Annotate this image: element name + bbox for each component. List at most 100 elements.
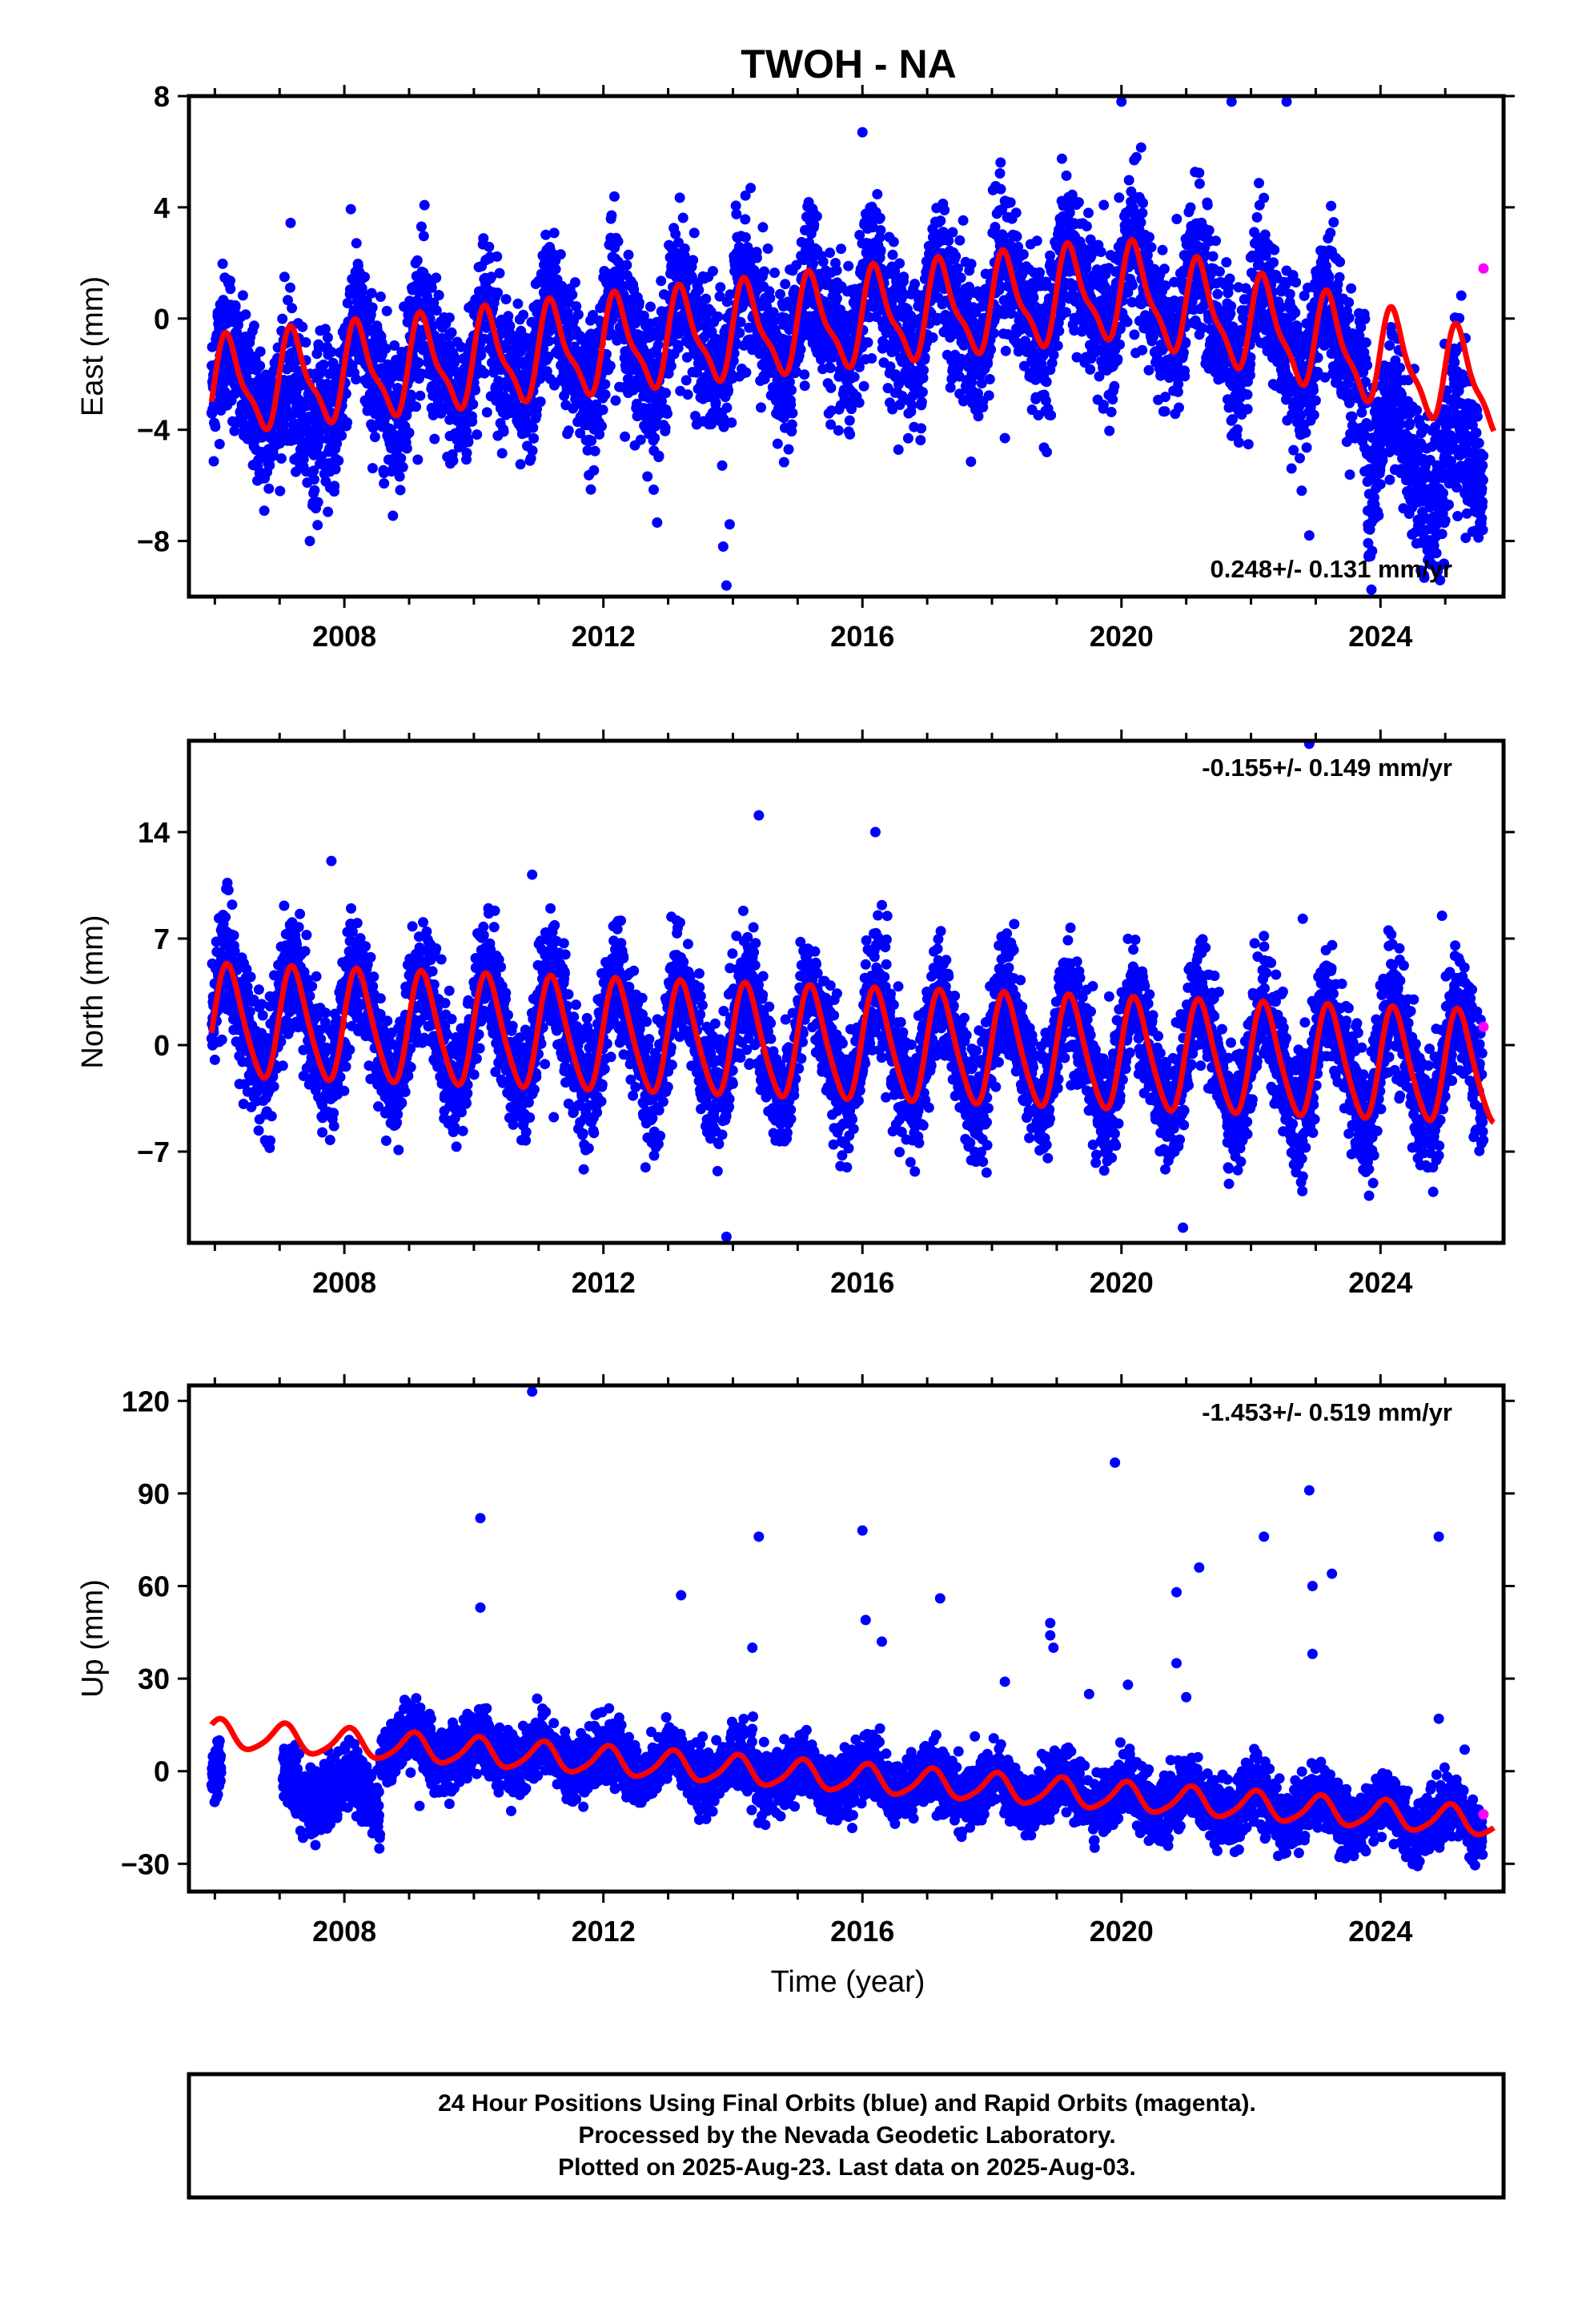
data-point bbox=[661, 388, 672, 399]
data-point bbox=[721, 402, 733, 413]
data-point bbox=[427, 320, 438, 332]
data-point bbox=[287, 303, 298, 314]
data-point bbox=[436, 406, 448, 417]
data-point bbox=[811, 211, 822, 222]
data-point bbox=[240, 309, 251, 320]
data-point bbox=[1112, 353, 1123, 364]
data-point bbox=[1018, 249, 1029, 260]
data-point bbox=[572, 309, 584, 320]
data-point bbox=[527, 445, 538, 456]
data-point bbox=[1005, 197, 1016, 208]
data-point bbox=[387, 510, 399, 521]
data-point bbox=[375, 292, 386, 302]
data-point bbox=[787, 408, 798, 419]
data-point bbox=[1011, 231, 1022, 242]
data-point bbox=[326, 347, 337, 357]
data-point bbox=[535, 396, 546, 408]
data-point bbox=[1073, 197, 1084, 208]
data-point bbox=[780, 279, 791, 290]
data-point bbox=[1083, 207, 1094, 219]
data-point bbox=[915, 435, 926, 446]
data-point bbox=[461, 448, 472, 459]
data-point bbox=[1137, 344, 1148, 356]
data-point bbox=[543, 352, 554, 362]
data-point bbox=[986, 344, 997, 355]
data-point bbox=[1251, 211, 1263, 223]
data-point bbox=[1259, 192, 1270, 203]
data-point bbox=[682, 389, 693, 400]
data-point bbox=[1174, 402, 1184, 413]
data-point bbox=[831, 265, 842, 276]
data-point bbox=[426, 282, 437, 293]
data-point bbox=[467, 416, 478, 427]
data-point bbox=[333, 455, 344, 466]
data-point bbox=[623, 249, 634, 260]
data-point bbox=[1031, 235, 1042, 247]
data-point bbox=[1221, 257, 1232, 267]
data-point bbox=[783, 444, 794, 455]
data-point bbox=[500, 294, 512, 305]
data-point bbox=[917, 387, 928, 398]
data-point bbox=[902, 432, 913, 444]
data-point bbox=[279, 420, 290, 430]
data-point bbox=[741, 367, 752, 378]
data-point bbox=[304, 536, 315, 547]
data-point bbox=[515, 459, 526, 470]
data-point bbox=[916, 423, 927, 434]
data-point bbox=[492, 287, 504, 299]
data-point bbox=[318, 359, 329, 370]
data-point bbox=[1114, 192, 1125, 203]
data-point bbox=[569, 277, 580, 288]
data-point bbox=[1179, 371, 1191, 382]
data-point bbox=[540, 229, 552, 240]
data-point bbox=[1233, 437, 1244, 448]
data-point bbox=[950, 251, 962, 262]
data-point bbox=[710, 397, 721, 408]
data-point bbox=[1143, 364, 1154, 376]
data-point bbox=[635, 434, 646, 445]
data-point bbox=[492, 251, 503, 262]
data-point bbox=[210, 421, 221, 432]
data-point bbox=[954, 235, 966, 246]
data-point bbox=[825, 247, 835, 259]
data-point bbox=[1123, 175, 1134, 186]
data-point bbox=[966, 456, 977, 467]
data-point bbox=[596, 420, 607, 432]
data-point bbox=[415, 390, 426, 401]
data-point bbox=[1203, 225, 1215, 236]
data-point bbox=[1185, 202, 1196, 213]
data-point bbox=[263, 483, 275, 494]
data-point bbox=[255, 360, 266, 372]
data-point bbox=[259, 505, 270, 517]
data-point bbox=[518, 309, 529, 320]
data-point bbox=[478, 233, 489, 244]
data-point bbox=[1061, 307, 1071, 318]
data-point bbox=[1042, 447, 1052, 457]
data-point bbox=[396, 452, 407, 464]
data-point bbox=[955, 272, 966, 283]
data-point bbox=[512, 298, 524, 309]
data-point bbox=[845, 428, 856, 440]
data-point bbox=[470, 384, 480, 396]
data-point bbox=[397, 461, 408, 472]
data-point bbox=[1095, 247, 1106, 257]
data-point bbox=[858, 380, 869, 392]
data-point bbox=[525, 452, 536, 464]
data-point bbox=[380, 343, 391, 354]
data-point bbox=[665, 360, 677, 372]
data-point bbox=[494, 267, 505, 279]
data-point bbox=[340, 388, 351, 400]
data-point bbox=[431, 272, 442, 283]
data-point bbox=[446, 327, 457, 338]
data-point bbox=[608, 191, 620, 202]
data-point bbox=[875, 245, 886, 256]
figure-title: TWOH - NA bbox=[741, 42, 956, 86]
data-point bbox=[995, 157, 1006, 168]
data-point bbox=[405, 389, 416, 400]
data-point bbox=[329, 480, 340, 492]
data-point bbox=[366, 287, 377, 299]
data-point bbox=[1226, 300, 1237, 312]
data-point bbox=[412, 255, 423, 266]
data-point bbox=[416, 221, 427, 232]
